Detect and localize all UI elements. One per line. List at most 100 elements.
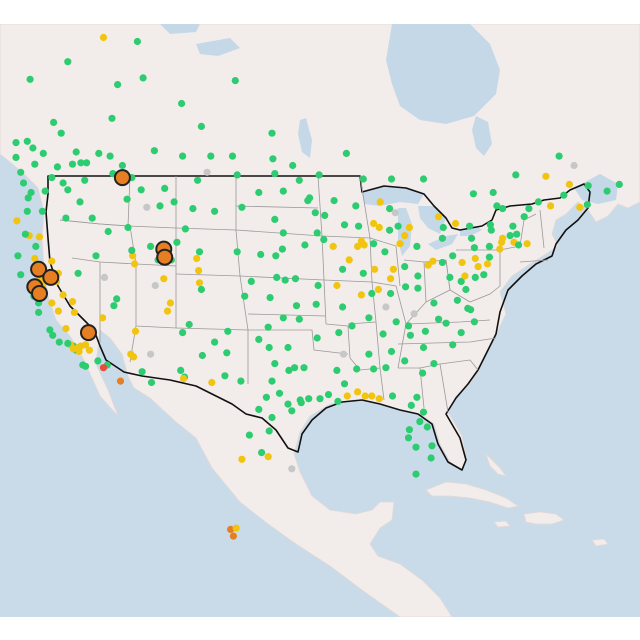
station-marker[interactable]	[615, 180, 623, 188]
station-marker[interactable]	[237, 377, 245, 385]
station-marker[interactable]	[462, 285, 470, 294]
station-marker-large[interactable]	[31, 285, 48, 302]
station-marker[interactable]	[576, 203, 584, 211]
station-marker[interactable]	[320, 236, 328, 244]
station-marker[interactable]	[352, 202, 360, 210]
station-marker[interactable]	[292, 302, 301, 310]
station-marker[interactable]	[231, 77, 239, 85]
station-marker[interactable]	[315, 171, 323, 179]
station-marker[interactable]	[88, 214, 96, 222]
station-marker[interactable]	[46, 326, 54, 334]
station-marker[interactable]	[228, 152, 237, 160]
station-marker[interactable]	[269, 155, 277, 163]
station-marker[interactable]	[365, 314, 373, 322]
station-marker[interactable]	[266, 294, 274, 302]
station-marker[interactable]	[268, 129, 276, 137]
station-marker[interactable]	[401, 232, 409, 240]
station-marker[interactable]	[233, 248, 241, 256]
station-marker[interactable]	[357, 291, 365, 299]
station-marker[interactable]	[348, 322, 356, 330]
station-marker[interactable]	[124, 223, 132, 232]
station-marker[interactable]	[130, 353, 138, 361]
station-marker[interactable]	[189, 205, 197, 213]
station-marker[interactable]	[583, 201, 591, 209]
station-marker[interactable]	[565, 180, 574, 188]
station-marker[interactable]	[99, 364, 108, 372]
station-marker[interactable]	[438, 258, 446, 267]
station-marker[interactable]	[424, 261, 432, 269]
station-marker[interactable]	[59, 291, 67, 299]
station-marker[interactable]	[233, 171, 241, 179]
station-marker[interactable]	[520, 213, 528, 221]
station-marker[interactable]	[370, 365, 378, 373]
station-marker[interactable]	[211, 207, 219, 215]
station-marker[interactable]	[486, 221, 494, 229]
station-marker[interactable]	[207, 152, 215, 160]
station-marker[interactable]	[353, 365, 361, 373]
station-marker[interactable]	[439, 223, 447, 232]
station-marker[interactable]	[291, 364, 299, 372]
station-marker[interactable]	[70, 308, 78, 316]
station-marker[interactable]	[370, 240, 378, 248]
station-marker[interactable]	[271, 170, 279, 178]
station-marker[interactable]	[229, 532, 237, 540]
station-marker[interactable]	[211, 338, 219, 346]
station-marker[interactable]	[133, 37, 141, 46]
station-marker[interactable]	[427, 454, 435, 462]
station-marker[interactable]	[306, 194, 314, 202]
station-marker[interactable]	[301, 241, 309, 249]
station-marker[interactable]	[515, 241, 523, 249]
station-marker[interactable]	[382, 364, 390, 372]
station-marker[interactable]	[147, 350, 155, 358]
station-marker[interactable]	[534, 198, 543, 206]
station-marker[interactable]	[388, 392, 397, 400]
station-marker[interactable]	[273, 273, 281, 281]
station-marker[interactable]	[404, 434, 413, 442]
station-marker[interactable]	[401, 263, 409, 271]
station-marker[interactable]	[72, 148, 80, 156]
station-marker[interactable]	[118, 161, 126, 170]
station-marker[interactable]	[419, 408, 428, 416]
station-marker[interactable]	[429, 257, 437, 265]
station-marker[interactable]	[278, 245, 286, 253]
station-marker[interactable]	[19, 179, 28, 187]
station-marker[interactable]	[81, 176, 89, 184]
station-marker[interactable]	[354, 388, 362, 396]
station-marker[interactable]	[197, 122, 205, 130]
station-marker[interactable]	[449, 341, 457, 349]
station-marker[interactable]	[12, 153, 20, 161]
station-marker[interactable]	[512, 171, 520, 179]
station-marker[interactable]	[100, 273, 109, 281]
station-marker[interactable]	[194, 176, 202, 184]
station-marker[interactable]	[271, 360, 279, 368]
station-marker[interactable]	[413, 242, 421, 250]
station-marker[interactable]	[467, 234, 476, 242]
station-marker[interactable]	[394, 222, 402, 230]
station-marker[interactable]	[474, 263, 482, 271]
station-marker[interactable]	[95, 149, 103, 157]
station-marker[interactable]	[57, 129, 65, 137]
station-marker[interactable]	[312, 300, 320, 308]
station-marker[interactable]	[82, 362, 90, 370]
station-marker[interactable]	[85, 346, 93, 354]
station-marker[interactable]	[506, 232, 514, 240]
station-marker[interactable]	[179, 152, 187, 160]
station-marker[interactable]	[32, 242, 40, 250]
station-marker[interactable]	[467, 306, 475, 314]
station-marker[interactable]	[285, 366, 293, 374]
station-marker[interactable]	[31, 254, 39, 263]
station-marker[interactable]	[224, 327, 232, 335]
station-marker[interactable]	[584, 182, 592, 190]
station-marker[interactable]	[83, 159, 91, 167]
station-marker[interactable]	[392, 318, 400, 326]
station-marker[interactable]	[469, 190, 477, 198]
station-marker[interactable]	[123, 195, 131, 203]
station-marker[interactable]	[128, 246, 136, 254]
station-marker[interactable]	[50, 118, 58, 126]
station-marker[interactable]	[185, 320, 193, 329]
station-marker[interactable]	[339, 303, 347, 311]
station-marker[interactable]	[371, 265, 379, 273]
station-marker[interactable]	[223, 349, 231, 357]
station-marker[interactable]	[76, 198, 84, 206]
station-marker[interactable]	[179, 329, 187, 337]
